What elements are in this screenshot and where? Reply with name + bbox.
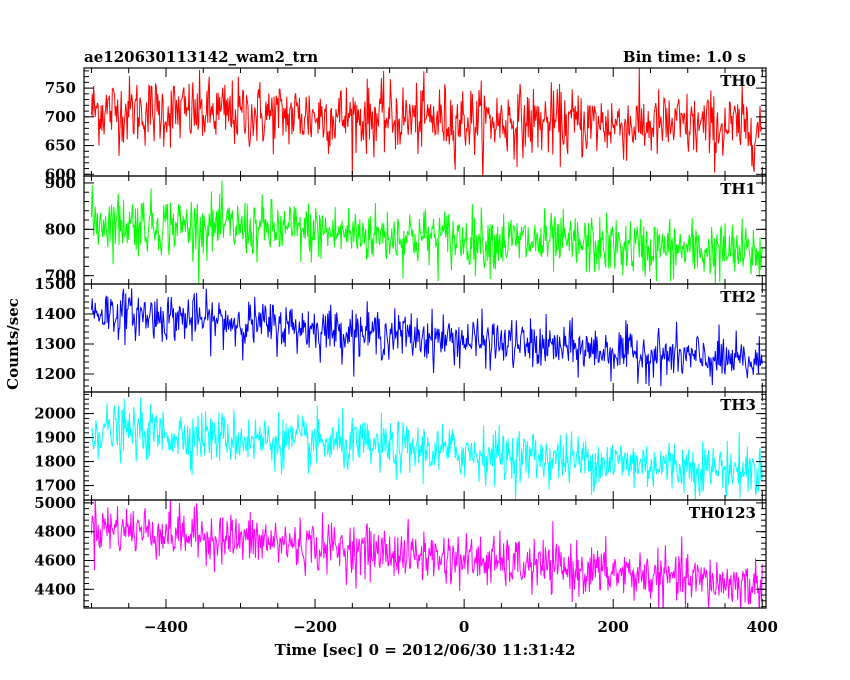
panel-frame [83,499,767,609]
x-tick-label: 200 [598,618,629,636]
panel-th0: 600 650 700 750 TH0 [45,67,767,183]
panel-th3: 1700 1800 1900 2000 TH3 [34,391,767,501]
panel-label-th0: TH0 [720,72,756,90]
panel-label-th1: TH1 [720,180,756,198]
y-tick-label: 5000 [34,494,76,512]
panel-frame [83,283,767,393]
y-tick-label: 1200 [34,365,76,383]
y-tick-label: 1400 [34,305,76,323]
y-tick-label: 650 [45,137,76,155]
y-tick-label: 1300 [34,335,76,353]
y-tick-label: 900 [45,174,76,192]
x-tick-label: 400 [747,618,778,636]
series-line-th2 [90,288,763,387]
x-tick-label: −400 [144,618,188,636]
panel-label-th0123: TH0123 [689,504,756,522]
panel-th0123: 4400 4600 4800 5000 TH0123 [34,494,767,609]
series-line-th0123 [90,500,763,608]
y-tick-label: 1900 [34,429,76,447]
x-tick-label: 0 [459,618,469,636]
panel-label-th2: TH2 [720,288,756,306]
y-axis-label: Counts/sec [4,298,22,390]
panel-label-th3: TH3 [720,396,756,414]
y-tick-label: 2000 [34,405,76,423]
y-tick-label: 1700 [34,477,76,495]
y-tick-label: 4600 [34,551,76,569]
y-tick-label: 1800 [34,453,76,471]
panel-th2: 1200 1300 1400 1500 TH2 [34,275,767,393]
bin-time-label: Bin time: 1.0 s [623,48,746,66]
y-tick-label: 1500 [34,275,76,293]
y-tick-label: 700 [45,108,76,126]
y-tick-label: 700 [45,267,76,285]
series-line-th3 [91,397,763,500]
x-tick-label: −200 [293,618,337,636]
y-tick-label: 600 [45,165,76,183]
y-tick-label: 4800 [34,523,76,541]
series-line-th0 [90,68,763,176]
series-line-th1 [90,180,763,284]
panel-th1: 700 800 900 TH1 [45,174,767,285]
y-tick-label: 4400 [34,580,76,598]
x-axis-label: Time [sec] 0 = 2012/06/30 11:31:42 [275,641,576,659]
y-tick-label: 800 [45,220,76,238]
chart-title: ae120630113142_wam2_trn [84,48,318,66]
y-tick-label: 750 [45,79,76,97]
